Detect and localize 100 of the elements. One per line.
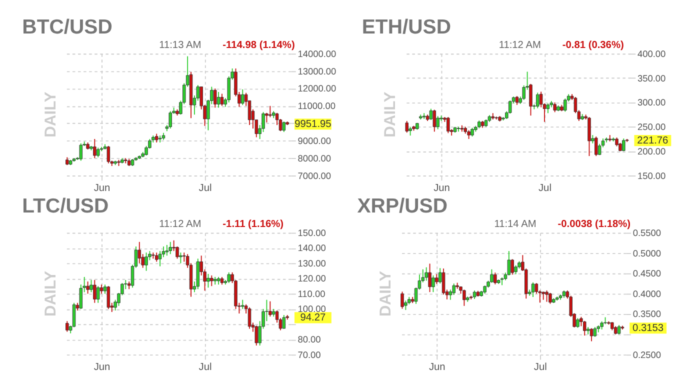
x-tick-label: Jul <box>198 362 212 373</box>
candlestick <box>435 274 438 284</box>
candlestick <box>79 142 83 162</box>
candlestick <box>622 138 626 152</box>
candlestick <box>206 273 210 288</box>
chart-title: ETH/USD <box>362 16 451 38</box>
candlestick <box>490 268 494 284</box>
y-tick-label: 0.5500 <box>632 228 662 238</box>
candlestick <box>213 88 217 108</box>
candlestick <box>548 292 552 304</box>
y-tick-label: 13000.00 <box>298 66 336 76</box>
candlestick <box>594 136 598 157</box>
candlestick <box>165 244 169 256</box>
candlestick <box>227 272 230 284</box>
candlestick <box>576 318 580 328</box>
text: 11:14 AM <box>494 219 536 230</box>
y-tick-label: 0.5000 <box>632 248 662 258</box>
text: 9951.95 <box>294 118 332 130</box>
candlestick <box>158 250 162 267</box>
y-tick-label: 150.00 <box>637 170 666 181</box>
y-tick-label: 0.4000 <box>632 288 662 299</box>
candlestick <box>529 83 532 116</box>
text: -114.98 (1.14%) <box>222 40 295 52</box>
candlestick <box>282 314 286 330</box>
text: -0.0038 (1.18%) <box>558 219 631 230</box>
candlestick <box>220 93 224 106</box>
candlestick <box>268 105 272 118</box>
y-tick-label: 140.00 <box>298 243 326 254</box>
candlestick <box>446 116 450 134</box>
y-tick-label: 8000.00 <box>298 153 332 164</box>
text: 0.3153 <box>632 322 664 334</box>
candlestick <box>617 324 621 335</box>
text: -1.11 (1.16%) <box>222 219 284 230</box>
candlestick <box>593 326 597 338</box>
y-tick-label: 120.00 <box>298 274 326 284</box>
y-tick-label: 14000.00 <box>298 48 336 59</box>
candlestick <box>96 286 100 304</box>
x-tick-label: Jun <box>94 182 110 194</box>
chart-title: BTC/USD <box>22 16 112 38</box>
candlestick <box>546 102 550 114</box>
candlestick <box>106 145 110 164</box>
candlestick <box>268 300 272 318</box>
candlestick <box>254 325 258 346</box>
candlestick <box>545 290 548 302</box>
y-tick-label: 400.00 <box>637 48 666 59</box>
text: 94.27 <box>300 312 326 324</box>
y-tick-label: 250.00 <box>637 122 666 132</box>
candlestick <box>106 286 110 310</box>
x-tick-label: Jun <box>428 362 446 373</box>
y-tick-label: 350.00 <box>637 73 666 84</box>
candlestick <box>462 289 466 306</box>
candlestick <box>583 320 586 336</box>
candlestick <box>96 147 100 158</box>
candlestick <box>154 252 158 262</box>
candlestick <box>553 102 556 113</box>
text: 221.76 <box>637 135 669 146</box>
candlestick <box>93 280 96 304</box>
chart-title: XRP/USD <box>357 195 448 218</box>
candlestick <box>588 116 591 157</box>
candlestick <box>405 120 408 134</box>
candlestick <box>428 263 432 293</box>
y-tick-label: 12000.00 <box>298 84 336 94</box>
candlestick <box>210 274 214 287</box>
candlestick <box>168 110 172 129</box>
text: 11:12 AM <box>159 219 202 230</box>
candlestick <box>494 272 497 285</box>
candlestick <box>400 291 404 310</box>
y-tick-label: 100.00 <box>298 304 326 314</box>
y-tick-label: 200.00 <box>637 146 666 156</box>
candlestick <box>432 109 436 132</box>
candlestick <box>564 98 567 112</box>
candlestick <box>138 241 142 264</box>
candlestick <box>590 328 594 342</box>
y-tick-label: 150.00 <box>298 228 326 238</box>
y-tick-label: 0.3500 <box>632 309 662 320</box>
candlestick <box>282 121 286 132</box>
candlestick <box>456 282 459 290</box>
y-tick-label: 130.00 <box>298 258 326 268</box>
x-tick-label: Jul <box>538 182 552 194</box>
y-tick-label: 0.4500 <box>632 268 662 279</box>
text: -0.81 (0.36%) <box>562 40 624 52</box>
y-tick-label: 9000.00 <box>298 136 332 146</box>
x-tick-label: Jul <box>198 182 212 194</box>
candlestick <box>241 88 244 106</box>
y-tick-label: 80.00 <box>298 334 321 345</box>
candlestick <box>144 252 148 272</box>
x-tick-label: Jun <box>94 362 110 373</box>
y-tick-label: 300.00 <box>637 98 666 108</box>
x-tick-label: Jun <box>434 182 450 194</box>
candlestick <box>248 306 252 330</box>
y-tick-label: 70.00 <box>298 350 321 360</box>
candlestick <box>531 282 535 298</box>
text: 11:12 AM <box>498 40 541 52</box>
candlestick <box>510 258 514 276</box>
candlestick <box>66 320 69 332</box>
y-tick-label: 0.2500 <box>632 350 662 360</box>
candlestick <box>241 299 244 310</box>
candlestick <box>536 92 540 109</box>
candlestick <box>432 274 435 293</box>
x-tick-label: Jul <box>534 362 547 373</box>
